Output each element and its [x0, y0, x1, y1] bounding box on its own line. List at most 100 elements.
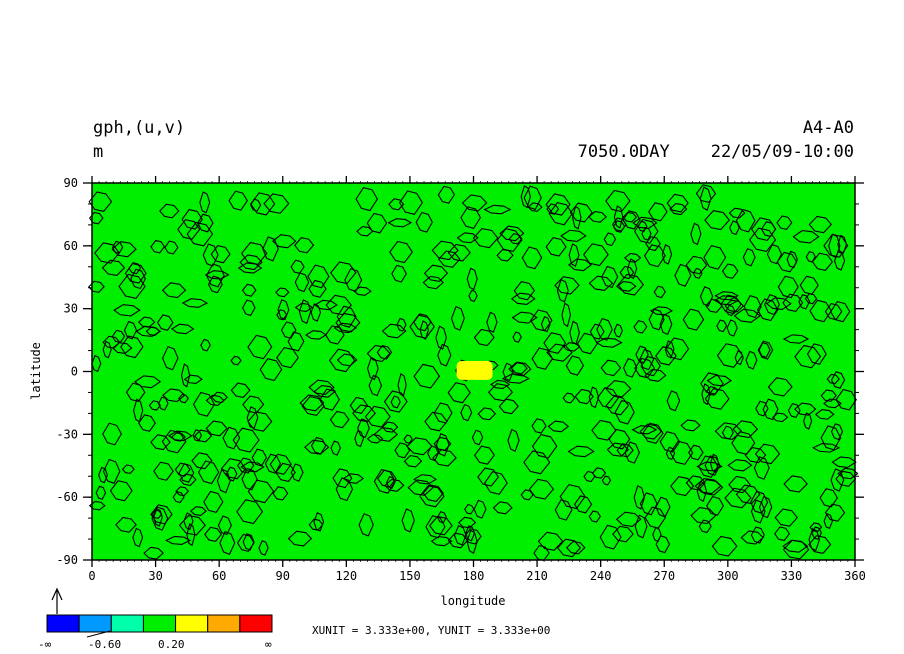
contour-line — [498, 398, 519, 415]
contour-line — [523, 450, 551, 475]
x-tick-label: 0 — [88, 569, 95, 583]
contour-line — [458, 516, 477, 529]
contour-line — [304, 439, 330, 455]
contour-line — [561, 302, 572, 328]
contour-line — [568, 258, 593, 272]
contour-line — [824, 302, 843, 321]
contour-line — [612, 525, 634, 543]
contour-line — [305, 330, 327, 340]
contour-line — [713, 295, 740, 306]
contour-line — [262, 236, 279, 262]
contour-line — [357, 418, 370, 438]
contour-line — [705, 386, 719, 396]
contour-line — [583, 470, 596, 483]
colorbar-swatch — [46, 614, 80, 633]
contour-line — [211, 391, 228, 404]
contour-line — [799, 275, 819, 295]
contour-line — [724, 299, 745, 313]
contour-line — [735, 208, 756, 233]
contour-line — [782, 293, 804, 313]
contour-line — [633, 320, 648, 334]
contour-line — [808, 215, 833, 234]
contour-line — [328, 348, 356, 373]
contour-line — [290, 259, 305, 274]
contour-line — [354, 429, 365, 448]
contour-line — [547, 420, 570, 433]
contour-line — [605, 395, 630, 416]
contour-line — [435, 325, 447, 350]
contour-line — [477, 467, 500, 487]
contour-line — [705, 298, 723, 314]
contour-line — [264, 453, 282, 474]
contour-line — [204, 526, 223, 542]
contour-line — [111, 241, 137, 258]
contour-line — [237, 262, 263, 274]
contour-line — [177, 219, 201, 240]
x-tick-label: 330 — [781, 569, 803, 583]
x-tick-label: 90 — [276, 569, 290, 583]
y-tick-label: 30 — [64, 302, 78, 316]
contour-line — [622, 210, 641, 230]
contour-line — [162, 345, 179, 371]
contour-line — [460, 403, 473, 422]
y-tick-label: -30 — [56, 427, 78, 441]
contour-line — [531, 418, 547, 434]
contour-line — [819, 488, 839, 508]
contour-line — [622, 211, 638, 223]
contour-line — [130, 268, 146, 290]
contour-line — [403, 454, 423, 468]
contour-line — [830, 468, 845, 492]
contour-line — [811, 526, 822, 540]
contour-line — [512, 331, 522, 343]
contour-line — [247, 334, 273, 360]
contour-line — [366, 356, 379, 381]
contour-line — [695, 184, 717, 203]
contour-line — [197, 460, 220, 485]
contour-line — [329, 410, 350, 429]
contour-line — [250, 192, 276, 216]
contour-line — [750, 490, 769, 514]
contour-line — [313, 512, 325, 532]
contour-line — [820, 425, 842, 451]
contour-line — [562, 392, 576, 404]
contour-line — [456, 232, 479, 244]
contour-line — [700, 372, 724, 395]
contour-line — [394, 442, 411, 459]
contour-line — [460, 206, 482, 230]
contour-line — [595, 337, 623, 348]
contour-line — [753, 456, 770, 480]
contour-line — [422, 275, 444, 290]
contour-line — [251, 448, 268, 467]
contour-line — [373, 468, 396, 494]
contour-line — [669, 202, 688, 216]
contour-line — [639, 492, 658, 516]
contour-line — [165, 535, 192, 546]
contour-line — [669, 440, 694, 466]
contour-line — [634, 218, 659, 244]
contour-line — [431, 240, 459, 261]
contour-line — [696, 461, 723, 472]
contour-line — [782, 539, 809, 553]
contour-line — [792, 229, 820, 244]
contour-line — [259, 358, 283, 382]
contour-line — [732, 420, 759, 439]
units-annotation: XUNIT = 3.333e+00, YUNIT = 3.333e+00 — [312, 624, 551, 637]
contour-line — [568, 243, 580, 267]
contour-line — [760, 221, 777, 238]
contour-line — [767, 377, 793, 397]
contour-line — [756, 298, 779, 322]
contour-line — [554, 276, 580, 295]
contour-line — [207, 275, 223, 294]
contour-line — [614, 399, 635, 425]
contour-line — [483, 204, 512, 215]
contour-line — [294, 272, 310, 293]
contour-line — [403, 434, 413, 444]
contour-line — [806, 343, 827, 365]
vector-arrow-icon — [51, 587, 63, 614]
contour-line — [137, 316, 156, 328]
contour-line — [390, 395, 401, 409]
contour-line — [240, 461, 265, 473]
contour-line — [616, 280, 637, 292]
contour-line — [735, 484, 761, 505]
contour-line — [814, 409, 835, 420]
